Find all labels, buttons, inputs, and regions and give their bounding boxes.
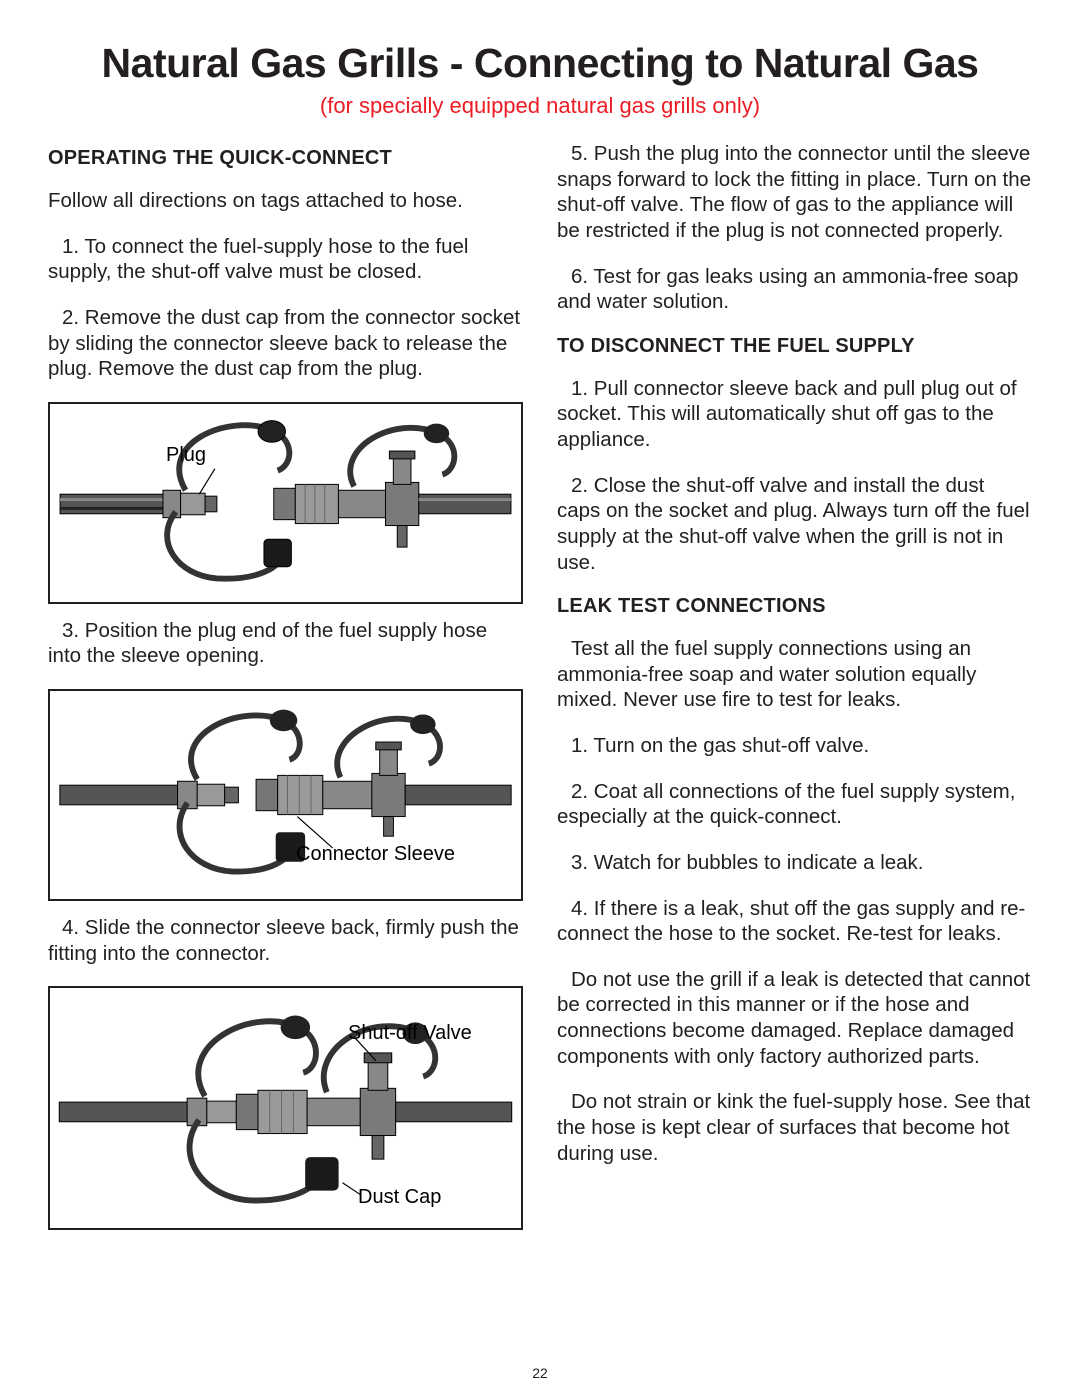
figure-connector-sleeve: Connector Sleeve xyxy=(48,689,523,901)
heading-leak-test: LEAK TEST CONNECTIONS xyxy=(557,595,1032,618)
heading-disconnect-fuel: TO DISCONNECT THE FUEL SUPPLY xyxy=(557,335,1032,358)
disconnect-step-2: 2. Close the shut-off valve and install … xyxy=(557,473,1032,576)
label-plug: Plug xyxy=(166,444,206,467)
page-title: Natural Gas Grills - Connecting to Natur… xyxy=(48,40,1032,87)
step-3: 3. Position the plug end of the fuel sup… xyxy=(48,618,523,669)
step-2: 2. Remove the dust cap from the connecto… xyxy=(48,305,523,382)
step-5: 5. Push the plug into the connector unti… xyxy=(557,141,1032,244)
leak-step-3: 3. Watch for bubbles to indicate a leak. xyxy=(557,850,1032,876)
label-dust-cap: Dust Cap xyxy=(358,1186,441,1209)
leak-warning-2: Do not strain or kink the fuel-supply ho… xyxy=(557,1089,1032,1166)
leak-step-4: 4. If there is a leak, shut off the gas … xyxy=(557,896,1032,947)
left-column: OPERATING THE QUICK-CONNECT Follow all d… xyxy=(48,141,523,1244)
right-column: 5. Push the plug into the connector unti… xyxy=(557,141,1032,1244)
step-1: 1. To connect the fuel-supply hose to th… xyxy=(48,234,523,285)
connector-diagram-icon xyxy=(50,404,521,602)
figure-plug: Plug xyxy=(48,402,523,604)
heading-operating-quick-connect: OPERATING THE QUICK-CONNECT xyxy=(48,147,523,170)
label-shutoff-valve: Shut-off Valve xyxy=(348,1022,472,1045)
page-subtitle: (for specially equipped natural gas gril… xyxy=(48,93,1032,119)
disconnect-step-1: 1. Pull connector sleeve back and pull p… xyxy=(557,376,1032,453)
leak-step-2: 2. Coat all connections of the fuel supp… xyxy=(557,779,1032,830)
leak-step-1: 1. Turn on the gas shut-off valve. xyxy=(557,733,1032,759)
paragraph: Follow all directions on tags attached t… xyxy=(48,188,523,214)
step-4: 4. Slide the connector sleeve back, firm… xyxy=(48,915,523,966)
label-connector-sleeve: Connector Sleeve xyxy=(296,843,455,866)
step-6: 6. Test for gas leaks using an ammonia-f… xyxy=(557,264,1032,315)
leak-intro: Test all the fuel supply connections usi… xyxy=(557,636,1032,713)
leak-warning-1: Do not use the grill if a leak is detect… xyxy=(557,967,1032,1070)
connector-diagram-icon xyxy=(50,691,521,899)
page-number: 22 xyxy=(0,1365,1080,1381)
figure-shutoff-dustcap: Shut-off Valve Dust Cap xyxy=(48,986,523,1230)
content-columns: OPERATING THE QUICK-CONNECT Follow all d… xyxy=(48,141,1032,1244)
